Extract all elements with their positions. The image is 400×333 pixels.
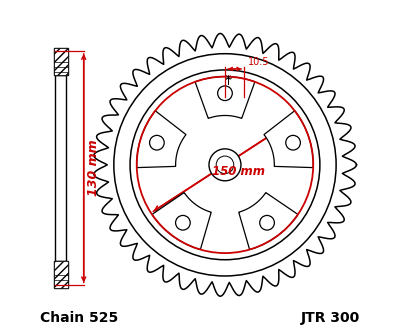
Circle shape bbox=[286, 136, 300, 150]
Polygon shape bbox=[137, 111, 186, 167]
Bar bbox=[54, 261, 68, 288]
Bar bbox=[56, 75, 66, 261]
Polygon shape bbox=[239, 192, 298, 250]
Circle shape bbox=[260, 215, 274, 230]
Bar bbox=[54, 48, 68, 75]
Bar bbox=[54, 261, 68, 288]
Bar bbox=[54, 48, 68, 75]
Text: 130 mm: 130 mm bbox=[86, 140, 100, 196]
Text: 150 mm: 150 mm bbox=[212, 165, 265, 178]
Circle shape bbox=[209, 149, 241, 181]
Text: JTR 300: JTR 300 bbox=[300, 311, 360, 325]
Circle shape bbox=[150, 136, 164, 150]
Circle shape bbox=[176, 215, 190, 230]
Text: Chain 525: Chain 525 bbox=[40, 311, 118, 325]
Polygon shape bbox=[195, 77, 255, 119]
Circle shape bbox=[218, 86, 232, 101]
Text: 10.5: 10.5 bbox=[248, 57, 269, 67]
Polygon shape bbox=[152, 192, 211, 250]
Polygon shape bbox=[264, 111, 313, 167]
